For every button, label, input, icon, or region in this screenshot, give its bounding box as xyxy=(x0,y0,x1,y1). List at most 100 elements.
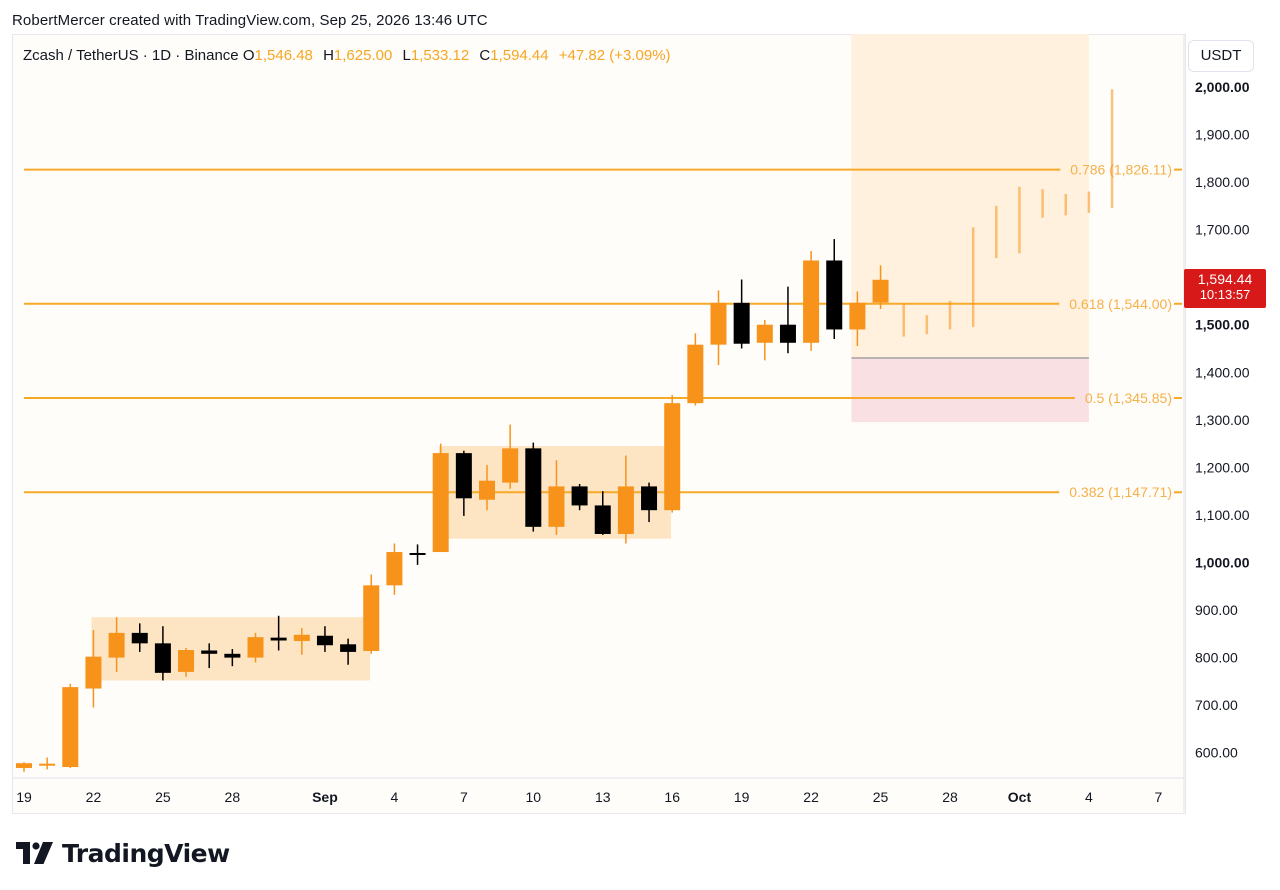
candle-2026-09-24 xyxy=(849,291,866,347)
candle-2026-08-23 xyxy=(108,617,125,672)
ohlc-legend: Zcash / TetherUS · 1D · Binance O1,546.4… xyxy=(23,47,671,64)
change-value: +47.82 (+3.09%) xyxy=(558,47,671,64)
candle-2026-08-21 xyxy=(62,683,79,768)
candle-2026-09-17-body xyxy=(687,344,704,404)
candle-2026-09-25 xyxy=(872,265,889,309)
brand-name: TradingView xyxy=(62,838,230,868)
price-tick-1400: 1,400.00 xyxy=(1195,364,1250,380)
date-tick-2026-10-07: 7 xyxy=(1154,789,1162,805)
candle-2026-09-06 xyxy=(432,443,449,553)
candle-2026-09-01-body xyxy=(316,635,333,646)
symbol-label[interactable]: Zcash / TetherUS · 1D · Binance xyxy=(23,47,239,64)
tradingview-logo-icon xyxy=(16,842,53,864)
date-tick-2026-09-01: Sep xyxy=(312,789,338,805)
fib-label-0.618: 0.618 (1,544.00) xyxy=(1069,296,1172,312)
date-tick-2026-09-16: 16 xyxy=(664,789,680,805)
high-label: H xyxy=(323,47,334,64)
last-price-value: 1,594.44 xyxy=(1197,271,1253,287)
date-tick-2026-10-01: Oct xyxy=(1008,789,1032,805)
date-tick-2026-10-04: 4 xyxy=(1085,789,1093,805)
projection-path-layer xyxy=(902,89,1114,337)
candle-2026-09-03-body xyxy=(363,585,380,651)
candle-2026-08-31-body xyxy=(293,634,310,641)
low-value: 1,533.12 xyxy=(410,47,470,64)
candle-2026-09-13-body xyxy=(594,505,611,534)
date-tick-2026-09-22: 22 xyxy=(803,789,819,805)
candle-2026-08-28 xyxy=(224,649,241,667)
price-tick-900: 900.00 xyxy=(1195,602,1238,618)
open-value: 1,546.48 xyxy=(254,47,313,64)
candle-2026-08-23-body xyxy=(108,632,125,658)
candle-2026-08-30-body xyxy=(270,637,287,641)
candle-2026-09-09 xyxy=(502,424,519,489)
candle-2026-09-23 xyxy=(826,239,843,339)
candle-2026-09-16-body xyxy=(664,403,681,511)
candle-2026-09-12-body xyxy=(571,486,588,506)
candle-2026-09-09-body xyxy=(502,448,519,483)
price-tick-1500: 1,500.00 xyxy=(1195,317,1250,333)
candle-2026-09-18 xyxy=(710,290,727,366)
price-tick-1200: 1,200.00 xyxy=(1195,459,1250,475)
candle-2026-09-12 xyxy=(571,484,588,511)
candle-2026-09-24-body xyxy=(849,302,866,330)
date-tick-2026-09-28: 28 xyxy=(942,789,958,805)
price-tick-1800: 1,800.00 xyxy=(1195,174,1250,190)
candle-2026-09-17 xyxy=(687,333,704,406)
candle-2026-09-15-body xyxy=(641,486,658,511)
price-axis: 600.00 700.00 800.00 900.00 1,000.00 1,100.00… xyxy=(1195,79,1250,761)
chart-credit: RobertMercer created with TradingView.co… xyxy=(12,12,488,29)
candle-2026-08-22-body xyxy=(85,656,102,689)
tradingview-logo[interactable]: TradingView xyxy=(16,836,230,870)
candle-2026-09-19 xyxy=(733,279,750,349)
price-tick-1000: 1,000.00 xyxy=(1195,555,1250,571)
candle-2026-09-14 xyxy=(617,455,634,544)
candle-2026-09-11-body xyxy=(548,486,565,527)
date-tick-2026-09-10: 10 xyxy=(526,789,542,805)
candle-2026-09-13 xyxy=(594,491,611,535)
candle-2026-09-06-body xyxy=(432,453,449,553)
candle-2026-09-02-body xyxy=(340,644,357,652)
candle-2026-08-24 xyxy=(131,623,148,652)
date-tick-2026-08-25: 25 xyxy=(155,789,171,805)
candle-2026-09-25-body xyxy=(872,279,889,303)
candle-2026-09-03 xyxy=(363,574,380,654)
bar-countdown: 10:13:57 xyxy=(1199,287,1251,302)
candle-2026-08-29-body xyxy=(247,637,264,658)
price-tick-700: 700.00 xyxy=(1195,697,1238,713)
candle-2026-09-23-body xyxy=(826,260,843,330)
candles-layer xyxy=(16,239,889,772)
close-label: C xyxy=(479,47,491,64)
price-tick-600: 600.00 xyxy=(1195,745,1238,761)
candle-2026-08-20 xyxy=(39,757,56,770)
candle-2026-09-22-body xyxy=(803,260,820,343)
candle-2026-09-20 xyxy=(756,319,773,361)
currency-unit-button[interactable]: USDT xyxy=(1188,40,1254,72)
candle-2026-08-22 xyxy=(85,630,102,708)
fibonacci-levels-layer: 0.786 (1,826.11) 0.618 (1,544.00) 0.5 (1,3… xyxy=(24,162,1182,500)
zones-layer xyxy=(851,34,1089,423)
date-tick-2026-09-19: 19 xyxy=(734,789,750,805)
open-label: O xyxy=(242,47,255,64)
candle-2026-08-25-body xyxy=(154,643,171,673)
candle-2026-09-19-body xyxy=(733,302,750,344)
candle-2026-08-29 xyxy=(247,632,264,663)
candle-2026-09-08-body xyxy=(479,480,495,500)
candle-2026-08-25 xyxy=(154,626,171,681)
candle-2026-08-19 xyxy=(16,762,32,772)
candle-2026-09-07-body xyxy=(455,453,472,499)
candle-2026-09-02 xyxy=(340,638,357,665)
candle-2026-08-28-body xyxy=(224,653,241,658)
candle-2026-08-21-body xyxy=(62,687,79,768)
candle-2026-08-26 xyxy=(178,648,195,677)
consolidation-boxes-layer xyxy=(91,445,672,681)
candle-2026-09-16 xyxy=(664,395,681,513)
date-tick-2026-09-07: 7 xyxy=(460,789,468,805)
candle-2026-09-15 xyxy=(641,482,658,523)
date-tick-2026-09-13: 13 xyxy=(595,789,611,805)
candle-2026-09-11 xyxy=(548,460,565,535)
close-value: 1,594.44 xyxy=(490,47,549,64)
price-tick-1300: 1,300.00 xyxy=(1195,412,1250,428)
candle-2026-09-04-body xyxy=(386,552,403,586)
high-value: 1,625.00 xyxy=(333,47,393,64)
